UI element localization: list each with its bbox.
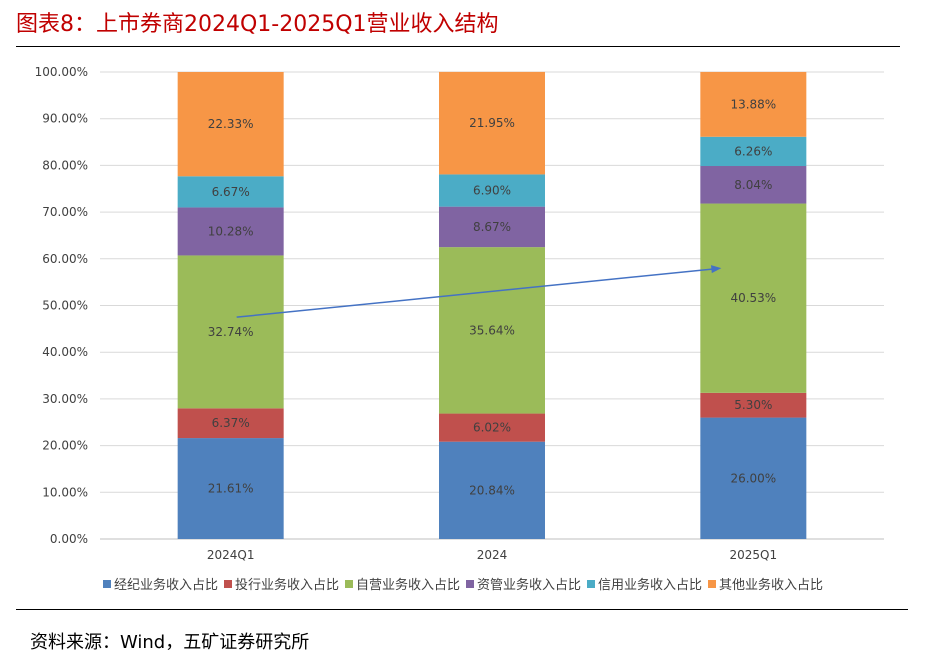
data-label: 21.61%	[208, 482, 254, 496]
legend-item: 其他业务收入占比	[708, 574, 823, 593]
y-tick-label: 40.00%	[42, 345, 88, 359]
bar-segment	[700, 417, 807, 539]
data-label: 6.26%	[734, 144, 772, 158]
legend-label: 资管业务收入占比	[477, 578, 582, 593]
bar-segment	[439, 413, 545, 442]
source-note: 资料来源：Wind，五矿证券研究所	[30, 632, 310, 653]
x-tick-label: 2025Q1	[730, 548, 778, 562]
data-label: 5.30%	[734, 398, 772, 412]
legend-swatch	[466, 579, 474, 588]
y-tick-label: 0.00%	[50, 532, 88, 546]
legend-swatch	[344, 579, 353, 588]
bar-segment	[700, 136, 807, 167]
data-label: 22.33%	[208, 117, 254, 131]
bar-segment	[439, 71, 545, 175]
bar-segment	[439, 206, 545, 248]
legend-label: 其他业务收入占比	[719, 578, 824, 593]
bar-segment	[700, 203, 807, 393]
legend-label: 自营业务收入占比	[355, 578, 460, 593]
y-tick-label: 70.00%	[42, 205, 88, 219]
footer-divider	[16, 609, 908, 610]
legend-label: 信用业务收入占比	[598, 578, 703, 593]
bar-segment	[177, 255, 284, 409]
bar-segment	[177, 72, 284, 177]
legend-swatch	[102, 579, 111, 588]
bar-segment	[177, 176, 284, 208]
legend-label: 经纪业务收入占比	[113, 578, 218, 593]
title-divider	[16, 46, 900, 47]
data-label: 6.02%	[473, 421, 511, 435]
data-label: 13.88%	[730, 97, 776, 111]
y-tick-label: 10.00%	[42, 485, 88, 499]
y-tick-label: 60.00%	[42, 252, 88, 266]
y-tick-label: 20.00%	[42, 439, 88, 453]
bar-segment	[177, 408, 284, 439]
x-tick-label: 2024	[477, 548, 508, 562]
data-label: 6.67%	[212, 185, 250, 199]
legend-swatch	[587, 579, 596, 588]
data-label: 20.84%	[469, 483, 515, 497]
y-tick-label: 100.00%	[35, 65, 88, 79]
data-label: 40.53%	[730, 291, 776, 305]
legend-item: 信用业务收入占比	[587, 574, 702, 593]
x-tick-label: 2024Q1	[207, 548, 255, 562]
data-label: 6.37%	[212, 416, 250, 430]
legend-item: 经纪业务收入占比	[102, 574, 218, 593]
data-label: 32.74%	[208, 325, 254, 339]
data-label: 26.00%	[730, 471, 776, 485]
legend-swatch	[708, 579, 717, 588]
stacked-bar-chart: 0.00% 10.00% 20.00% 30.00% 40.00% 50.00% 60.00…	[35, 65, 884, 562]
bar-segment	[700, 71, 807, 137]
y-tick-label: 90.00%	[42, 112, 88, 126]
trend-arrow-line	[236, 268, 714, 318]
legend-item: 资管业务收入占比	[466, 574, 581, 593]
y-tick-label: 30.00%	[42, 392, 88, 406]
y-tick-label: 80.00%	[42, 158, 88, 172]
data-label: 8.67%	[473, 220, 511, 234]
bar-segment	[700, 392, 807, 418]
data-label: 6.90%	[473, 184, 511, 198]
bar-segment	[439, 441, 545, 539]
bar-segment	[177, 438, 284, 539]
trend-arrow-head	[710, 265, 722, 274]
data-label: 35.64%	[469, 323, 515, 337]
legend-label: 投行业务收入占比	[234, 578, 339, 593]
data-label: 10.28%	[208, 224, 254, 238]
legend-item: 自营业务收入占比	[344, 574, 460, 593]
legend-swatch	[223, 579, 232, 588]
legend-item: 投行业务收入占比	[223, 574, 339, 593]
data-label: 21.95%	[469, 116, 515, 130]
y-tick-label: 50.00%	[42, 299, 88, 313]
bar-segment	[177, 207, 284, 256]
chart-legend: 经纪业务收入占比 投行业务收入占比 自营业务收入占比 资管业务收入占比 信用业务收入占比…	[0, 574, 926, 593]
chart-title: 图表8：上市券商2024Q1-2025Q1营业收入结构	[16, 12, 499, 37]
bar-segment	[700, 166, 807, 204]
bar-segment	[439, 247, 545, 414]
bar-segment	[439, 174, 545, 207]
data-label: 8.04%	[734, 178, 772, 192]
